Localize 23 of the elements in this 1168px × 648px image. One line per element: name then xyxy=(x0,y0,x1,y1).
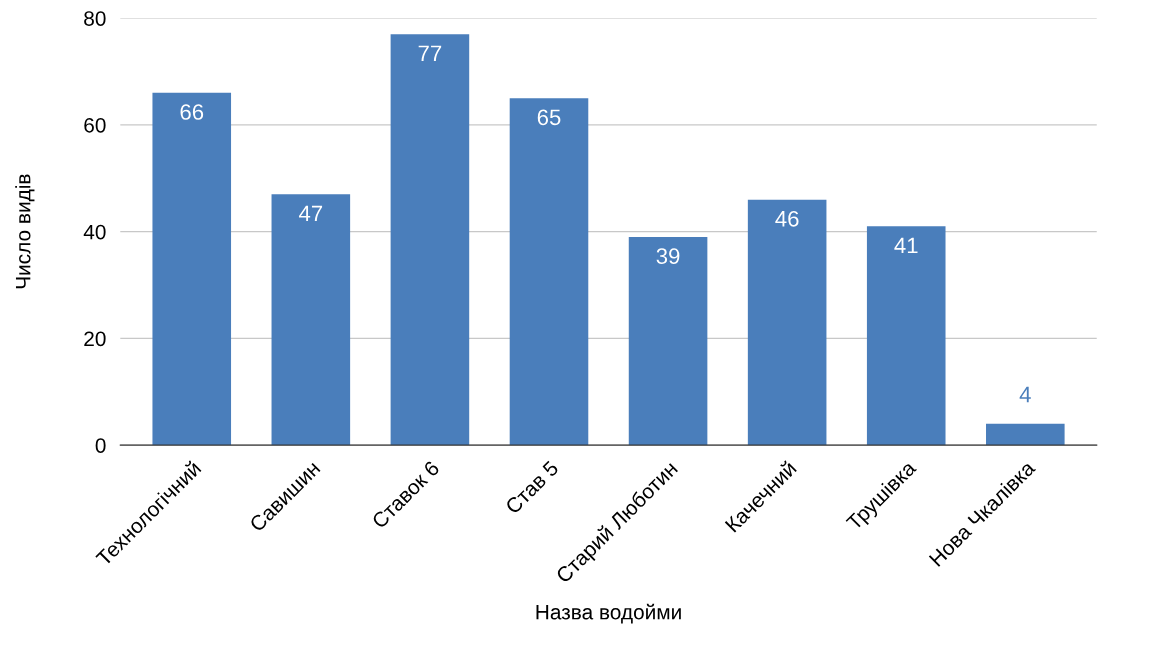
data-label: 46 xyxy=(775,210,799,227)
bar xyxy=(152,92,232,446)
y-tick-label: 80 xyxy=(84,11,106,26)
data-label: 4 xyxy=(1019,386,1031,403)
data-label: 41 xyxy=(894,237,918,254)
y-tick-label: 60 xyxy=(84,117,106,133)
y-tick-label: 40 xyxy=(83,224,106,240)
bar xyxy=(747,199,827,446)
data-label: 65 xyxy=(537,109,561,126)
bar xyxy=(390,34,470,446)
x-axis-title: Назва водойми xyxy=(536,603,681,624)
data-label: 39 xyxy=(656,248,680,264)
bar xyxy=(509,98,589,446)
y-tick-label: 0 xyxy=(95,438,106,453)
y-axis-title: Число видів xyxy=(15,174,35,289)
data-label: 77 xyxy=(418,45,442,61)
bar xyxy=(866,226,946,446)
data-label: 66 xyxy=(180,104,204,120)
y-tick-label: 20 xyxy=(84,331,106,347)
data-label: 47 xyxy=(298,205,323,222)
bar xyxy=(271,194,351,446)
bar xyxy=(628,237,708,446)
bar xyxy=(986,423,1065,446)
